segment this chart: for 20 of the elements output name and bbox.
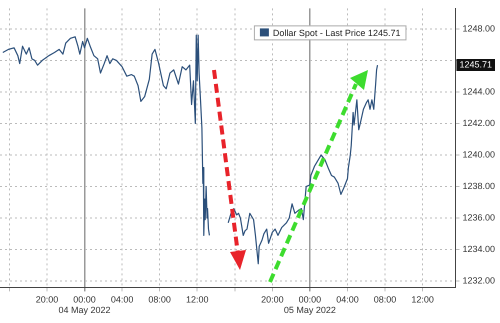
y-tick-label: 1240.00 (462, 149, 496, 160)
annotation: 1245.71 (459, 59, 492, 70)
y-tick-label: 1232.00 (462, 276, 496, 286)
x-tick-label: 08:00 (148, 294, 171, 304)
x-tick-label: 04:00 (110, 294, 134, 304)
x-tick-label: 12:00 (411, 294, 434, 304)
x-tick-label: 12:00 (186, 294, 208, 304)
x-tick-label: 00:00 04 May 2022 (58, 294, 111, 316)
x-tick-label: 04:00 (336, 294, 359, 304)
y-tick-label: 1248.00 (462, 23, 496, 34)
y-tick-label: 1242.00 (462, 118, 496, 128)
x-tick-label: 20:00 (261, 294, 284, 304)
y-tick-label: 1244.00 (462, 86, 496, 96)
y-tick-label: 1236.00 (462, 212, 496, 223)
x-tick-label: 00:00 05 May 2022 (284, 294, 336, 316)
x-tick-label: 20:00 (36, 294, 58, 304)
y-tick-label: 1234.00 (462, 244, 496, 254)
x-tick-label: 08:00 (374, 294, 396, 304)
legend-label: Dollar Spot - Last Price 1245.71 (272, 28, 400, 38)
y-tick-label: 1238.00 (462, 181, 496, 192)
